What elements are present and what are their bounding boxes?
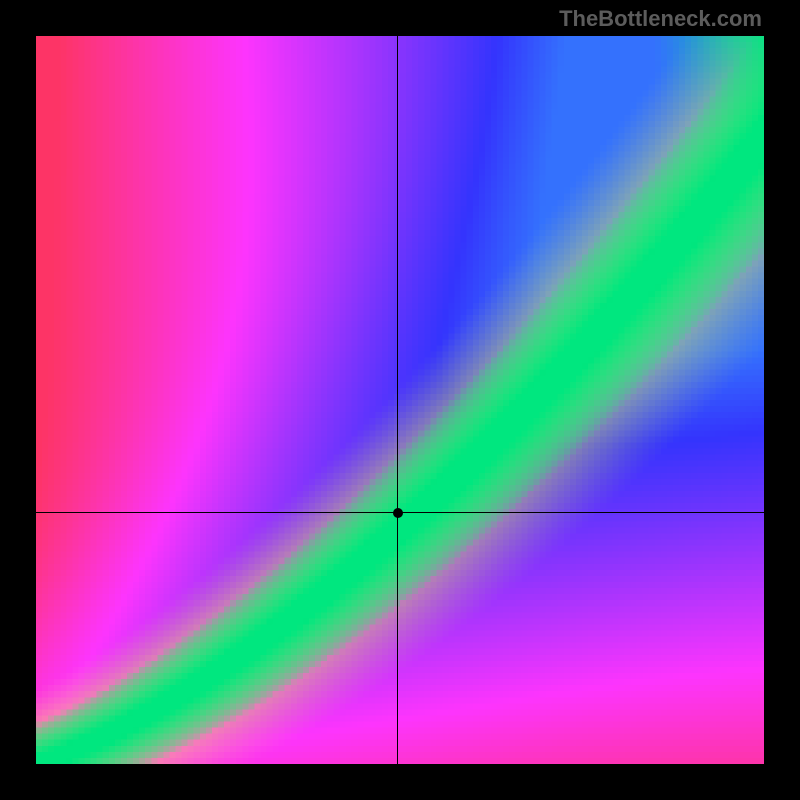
crosshair-vertical <box>397 36 398 764</box>
crosshair-marker <box>393 508 403 518</box>
bottleneck-heatmap <box>36 36 764 764</box>
watermark-text: TheBottleneck.com <box>559 6 762 32</box>
